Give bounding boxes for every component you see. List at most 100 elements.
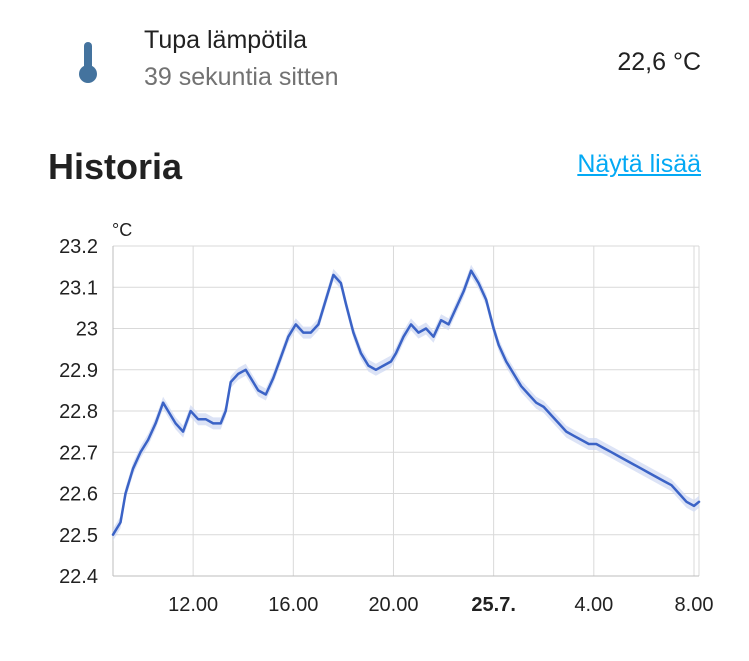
data-point: [527, 393, 530, 396]
data-point: [440, 319, 442, 321]
data-point: [272, 377, 275, 379]
history-title: Historia: [48, 146, 183, 187]
data-point: [224, 410, 227, 412]
data-point: [497, 344, 500, 346]
data-point: [410, 323, 412, 326]
data-point: [265, 393, 267, 396]
x-tick-label: 25.7.: [471, 594, 515, 616]
data-point: [520, 385, 522, 387]
chart-grid: [113, 245, 699, 577]
data-point: [477, 282, 480, 284]
data-point: [670, 484, 673, 487]
x-tick-label: 8.00: [675, 594, 714, 616]
data-point: [212, 422, 214, 425]
history-chart[interactable]: °C 23.2 23.1 23 22.9 22.8 22.7 22.6 22.5 22.4 12.…: [0, 200, 749, 630]
data-point: [417, 331, 420, 334]
data-point: [573, 435, 575, 437]
data-point: [595, 443, 598, 445]
data-point: [648, 472, 650, 474]
data-point: [470, 269, 472, 272]
data-point: [603, 447, 605, 449]
data-point: [432, 335, 435, 338]
data-point: [340, 282, 342, 284]
data-point: [280, 356, 282, 359]
entity-name: Tupa lämpötila: [144, 26, 308, 54]
y-tick-label: 22.9: [59, 360, 98, 382]
thermometer-icon: [79, 42, 97, 83]
data-point: [462, 290, 465, 293]
data-point: [655, 476, 658, 478]
data-point: [310, 331, 312, 334]
y-tick-label: 22.6: [59, 484, 98, 506]
data-point: [112, 533, 114, 536]
data-point: [244, 369, 247, 371]
data-point: [332, 274, 335, 276]
y-tick-label: 22.4: [59, 566, 98, 588]
data-point: [325, 298, 327, 301]
y-tick-label: 22.5: [59, 525, 98, 547]
data-point: [693, 505, 695, 507]
data-point: [402, 335, 405, 338]
data-point: [535, 401, 537, 404]
data-point: [119, 521, 122, 524]
data-point: [550, 414, 552, 416]
data-point: [167, 410, 169, 412]
data-point: [375, 369, 377, 371]
data-point: [625, 459, 628, 462]
data-point: [124, 492, 127, 495]
data-point: [257, 389, 260, 392]
data-point: [492, 327, 495, 330]
show-more-link[interactable]: Näytä lisää: [577, 150, 701, 178]
y-tick-label: 22.8: [59, 401, 98, 423]
entity-row[interactable]: Tupa lämpötila 39 sekuntia sitten 22,6 °…: [0, 0, 749, 110]
chart-series: [111, 264, 701, 541]
data-point: [685, 501, 688, 503]
data-point: [698, 501, 700, 503]
data-point: [542, 406, 545, 408]
data-point: [174, 422, 177, 425]
x-tick-label: 12.00: [168, 594, 218, 616]
data-point: [367, 364, 370, 367]
data-point: [390, 360, 392, 363]
data-point: [139, 451, 142, 453]
data-point: [618, 455, 620, 458]
temperature-line[interactable]: [111, 269, 701, 536]
data-point: [580, 439, 583, 441]
data-point: [588, 443, 590, 445]
data-point: [317, 323, 320, 326]
data-point: [512, 373, 515, 375]
data-point: [678, 492, 680, 495]
data-point: [132, 467, 134, 470]
x-tick-label: 16.00: [268, 594, 318, 616]
data-point: [204, 418, 207, 420]
data-point: [395, 352, 397, 354]
data-point: [302, 331, 305, 334]
data-point: [663, 480, 665, 482]
data-point: [455, 307, 457, 309]
data-point: [162, 401, 164, 404]
data-point: [360, 352, 362, 354]
data-point: [352, 331, 355, 334]
data-point: [558, 422, 560, 425]
data-point: [237, 373, 239, 375]
data-point: [485, 298, 487, 301]
data-point: [219, 422, 222, 425]
data-point: [505, 360, 508, 363]
data-point: [382, 364, 385, 367]
data-point: [295, 323, 297, 326]
data-point: [447, 323, 450, 326]
data-point: [154, 422, 157, 425]
data-point: [229, 381, 232, 383]
y-tick-label: 23.2: [59, 236, 98, 258]
data-point: [147, 439, 149, 441]
x-tick-label: 20.00: [368, 594, 418, 616]
entity-state-value: 22,6 °C: [617, 48, 701, 76]
data-point: [425, 327, 427, 330]
data-point: [633, 463, 635, 466]
series-range-band: [113, 264, 699, 541]
data-point: [610, 451, 613, 453]
data-point: [189, 410, 192, 412]
data-point: [182, 430, 184, 433]
data-point: [640, 467, 643, 470]
y-tick-label: 23: [76, 319, 98, 341]
